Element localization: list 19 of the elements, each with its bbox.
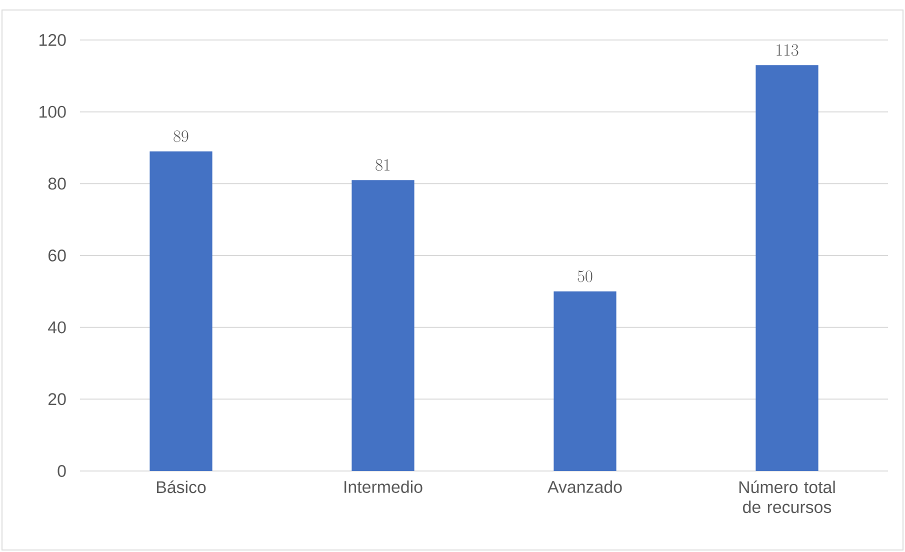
y-tick-label: 0 bbox=[58, 465, 66, 477]
y-tick-label: 100 bbox=[40, 106, 66, 118]
y-tick-label: 80 bbox=[48, 178, 66, 190]
data-label: 89 bbox=[174, 130, 188, 142]
y-tick-label: 40 bbox=[48, 321, 66, 334]
x-tick-label: Número total de recursos bbox=[739, 480, 835, 514]
x-tick-label: Básico bbox=[156, 480, 206, 494]
x-tick-label: Intermedio bbox=[344, 480, 422, 493]
y-tick-label: 120 bbox=[40, 34, 66, 46]
bar bbox=[554, 291, 616, 471]
y-tick-label: 60 bbox=[48, 250, 66, 262]
bar bbox=[756, 65, 818, 471]
data-label: 113 bbox=[776, 44, 798, 56]
bar bbox=[352, 180, 414, 471]
bar bbox=[150, 151, 212, 471]
y-tick-label: 20 bbox=[48, 393, 66, 406]
x-tick-label: Avanzado bbox=[548, 480, 622, 493]
data-label: 81 bbox=[376, 159, 390, 171]
data-label: 50 bbox=[578, 270, 592, 282]
